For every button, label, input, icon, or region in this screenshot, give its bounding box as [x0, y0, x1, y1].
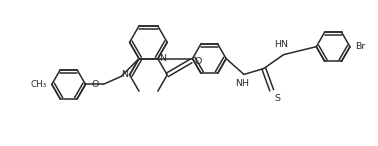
Text: CH₃: CH₃	[31, 80, 47, 89]
Text: HN: HN	[274, 40, 289, 49]
Text: S: S	[275, 94, 281, 103]
Text: O: O	[194, 57, 201, 66]
Text: N: N	[122, 70, 129, 79]
Text: NH: NH	[235, 79, 249, 88]
Text: Br: Br	[355, 42, 365, 51]
Text: N: N	[159, 54, 166, 63]
Text: O: O	[92, 80, 99, 89]
